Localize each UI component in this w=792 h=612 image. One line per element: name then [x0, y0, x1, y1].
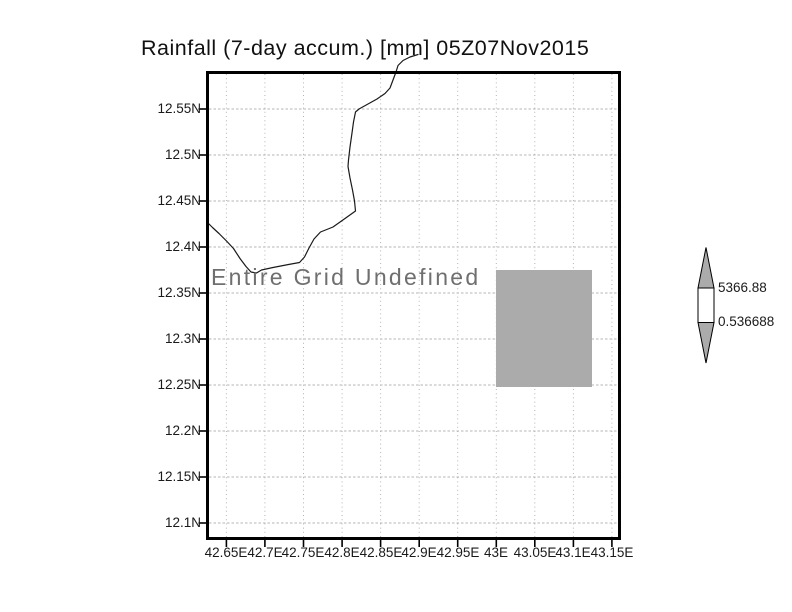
y-axis-label: 12.45N — [157, 193, 201, 208]
x-axis-ticks — [225, 539, 613, 547]
x-axis-label: 42.9E — [401, 545, 437, 560]
y-axis-label: 12.3N — [164, 331, 201, 346]
colorbar-up-arrow — [697, 247, 715, 289]
y-axis-label: 12.15N — [157, 469, 201, 484]
x-axis-label: 43.1E — [555, 545, 591, 560]
latitude-grid-lines — [209, 108, 618, 524]
y-axis-label: 12.5N — [164, 147, 201, 162]
colorbar — [697, 247, 715, 364]
x-axis-label: 42.7E — [247, 545, 283, 560]
x-axis-label: 42.85E — [359, 545, 403, 560]
x-axis-label: 43.15E — [590, 545, 634, 560]
y-axis-label: 12.2N — [164, 423, 201, 438]
y-axis-ticks — [198, 108, 206, 524]
y-axis-label: 12.55N — [157, 101, 201, 116]
x-axis-label: 43.05E — [513, 545, 557, 560]
colorbar-max-label: 5366.88 — [718, 280, 767, 295]
y-axis-label: 12.35N — [157, 285, 201, 300]
undefined-region-rect — [496, 270, 592, 387]
colorbar-min-label: 0.536688 — [718, 314, 775, 329]
entire-grid-undefined-text: Entire Grid Undefined — [211, 264, 481, 290]
x-axis-label: 43E — [483, 545, 509, 560]
x-axis-label: 42.8E — [324, 545, 360, 560]
coastline — [206, 53, 419, 274]
colorbar-down-arrow — [697, 322, 715, 364]
map-frame — [206, 71, 621, 540]
y-axis-label: 12.4N — [164, 239, 201, 254]
y-axis-label: 12.25N — [157, 377, 201, 392]
x-axis-label: 42.65E — [204, 545, 248, 560]
colorbar-box — [697, 287, 715, 323]
plot-title: Rainfall (7-day accum.) [mm] 05Z07Nov201… — [141, 36, 590, 60]
x-axis-label: 42.75E — [281, 545, 325, 560]
y-axis-label: 12.1N — [164, 515, 201, 530]
x-axis-label: 42.95E — [436, 545, 480, 560]
